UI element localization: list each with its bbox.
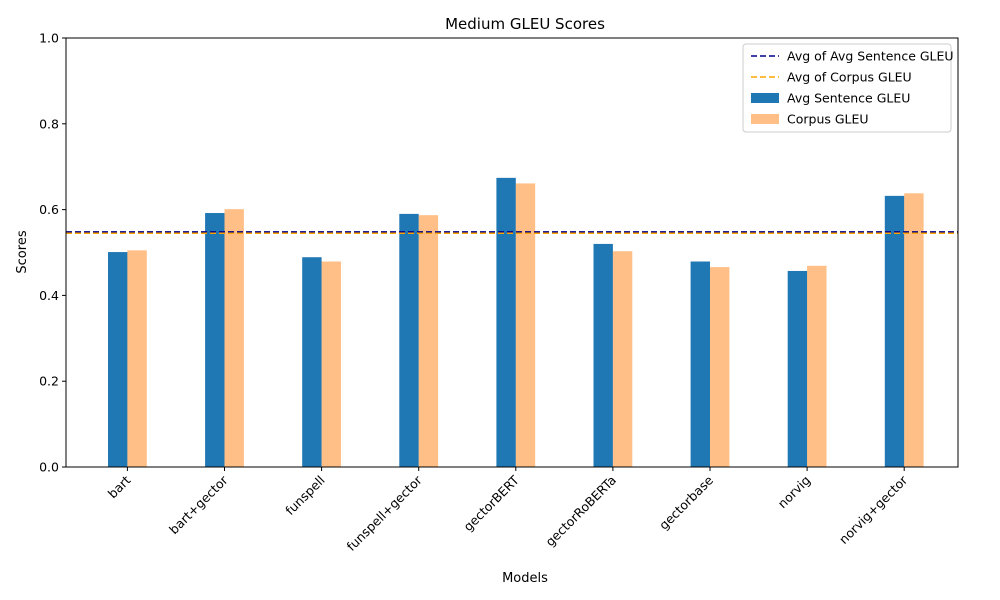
- bar-corpus-gleu-funspell+gector: [418, 215, 439, 467]
- chart-title: Medium GLEU Scores: [445, 15, 605, 33]
- bar-avg-sentence-gleu-funspell: [302, 257, 322, 467]
- bar-avg-sentence-gleu-norvig: [787, 270, 808, 467]
- legend-box: [742, 43, 952, 133]
- y-tick-label: 0.6: [39, 202, 59, 217]
- y-tick-label: 0.0: [39, 460, 59, 475]
- reference-lines: [66, 231, 958, 234]
- y-tick-label: 1.0: [39, 31, 59, 46]
- y-axis: 0.0 0.2 0.4 0.6 0.8 1.0: [39, 31, 66, 475]
- legend-entry-label: Avg of Corpus GLEU: [787, 70, 912, 85]
- y-tick-label: 0.8: [39, 116, 59, 131]
- legend-swatch-patch: [751, 93, 779, 103]
- legend: Avg of Avg Sentence GLEU Avg of Corpus GL…: [742, 43, 954, 133]
- bar-avg-sentence-gleu-gectorbase: [690, 261, 710, 467]
- bar-corpus-gleu-gectorbase: [710, 267, 730, 467]
- bar-corpus-gleu-norvig+gector: [904, 193, 924, 467]
- bar-corpus-gleu-bart: [127, 250, 147, 467]
- bar-avg-sentence-gleu-funspell+gector: [399, 213, 419, 467]
- legend-entry-label: Avg Sentence GLEU: [787, 91, 910, 106]
- bar-corpus-gleu-norvig: [807, 265, 827, 467]
- bar-corpus-gleu-bart+gector: [224, 209, 244, 467]
- bar-corpus-gleu-gectorRoBERTa: [612, 251, 633, 467]
- bar-avg-sentence-gleu-bart+gector: [205, 213, 225, 467]
- x-axis-label: Models: [502, 571, 548, 586]
- y-axis-label: Scores: [15, 230, 30, 273]
- legend-entry-label: Avg of Avg Sentence GLEU: [787, 49, 954, 64]
- bar-avg-sentence-gleu-gectorRoBERTa: [593, 243, 613, 467]
- bar-avg-sentence-gleu-gectorBERT: [496, 177, 516, 467]
- bar-corpus-gleu-gectorBERT: [515, 183, 536, 467]
- legend-entry-label: Corpus GLEU: [787, 112, 869, 127]
- bars: [108, 177, 924, 467]
- bar-corpus-gleu-funspell: [321, 261, 341, 467]
- legend-swatch-patch: [751, 114, 779, 124]
- plot-frame: [65, 37, 959, 468]
- y-tick-label: 0.4: [39, 288, 59, 303]
- bar-avg-sentence-gleu-bart: [108, 252, 128, 467]
- bar-avg-sentence-gleu-norvig+gector: [884, 195, 905, 467]
- y-tick-label: 0.2: [39, 374, 59, 389]
